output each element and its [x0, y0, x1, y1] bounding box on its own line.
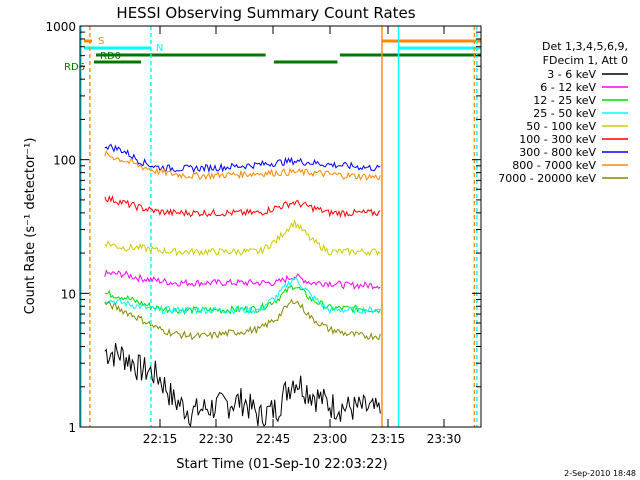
y-tick-label-2: 100	[53, 154, 76, 168]
y-tick-label-3: 1000	[45, 20, 76, 34]
x-tick-label-1: 22:30	[199, 432, 234, 446]
series-line-3	[104, 276, 381, 315]
legend-label-3: 25 - 50 keV	[533, 107, 596, 120]
legend-label-0: 3 - 6 keV	[547, 68, 596, 81]
series-line-1	[104, 269, 381, 290]
legend-label-6: 300 - 800 keV	[519, 146, 596, 159]
series-line-7	[104, 150, 381, 181]
flag-label-rd6: RD6	[64, 62, 85, 73]
x-axis: 22:15 22:30 22:45 23:00 23:15 23:30	[143, 26, 462, 446]
series-line-8	[104, 298, 381, 341]
x-tick-label-2: 22:45	[256, 432, 291, 446]
x-tick-label-0: 22:15	[143, 432, 178, 446]
y-tick-label-1: 10	[61, 287, 76, 301]
series-line-0	[104, 342, 381, 428]
legend-label-4: 50 - 100 keV	[526, 120, 596, 133]
date-stamp: 2-Sep-2010 18:48	[564, 469, 636, 478]
x-tick-label-3: 23:00	[313, 432, 348, 446]
x-axis-label: Start Time (01-Sep-10 22:03:22)	[176, 457, 387, 472]
series-lines	[104, 143, 381, 428]
x-tick-label-4: 23:15	[371, 432, 406, 446]
legend-label-2: 12 - 25 keV	[533, 94, 596, 107]
series-line-6	[104, 143, 381, 174]
plot-frame	[79, 25, 482, 428]
status-flags: S N RD0 RD6	[64, 26, 481, 427]
legend-header-0: Det 1,3,4,5,6,9,	[542, 40, 628, 53]
flag-label-rd0: RD0	[100, 51, 121, 62]
legend-label-1: 6 - 12 keV	[540, 81, 596, 94]
flag-label-n: N	[156, 43, 163, 54]
series-line-5	[104, 194, 381, 219]
y-tick-label-0: 1	[68, 421, 76, 435]
legend-label-5: 100 - 300 keV	[519, 133, 596, 146]
legend-label-8: 7000 - 20000 keV	[498, 172, 596, 185]
legend-header-1: FDecim 1, Att 0	[543, 54, 628, 67]
flag-label-s: S	[98, 36, 104, 47]
legend-label-7: 800 - 7000 keV	[512, 159, 596, 172]
y-axis-label: Count Rate (s⁻¹ detector⁻¹)	[23, 138, 38, 315]
chart-title: HESSI Observing Summary Count Rates	[116, 4, 415, 22]
x-tick-label-5: 23:30	[427, 432, 462, 446]
y-axis: 1 10 100 1000	[45, 20, 481, 435]
series-line-4	[104, 219, 381, 257]
legend: Det 1,3,4,5,6,9,FDecim 1, Att 03 - 6 keV…	[498, 40, 628, 185]
